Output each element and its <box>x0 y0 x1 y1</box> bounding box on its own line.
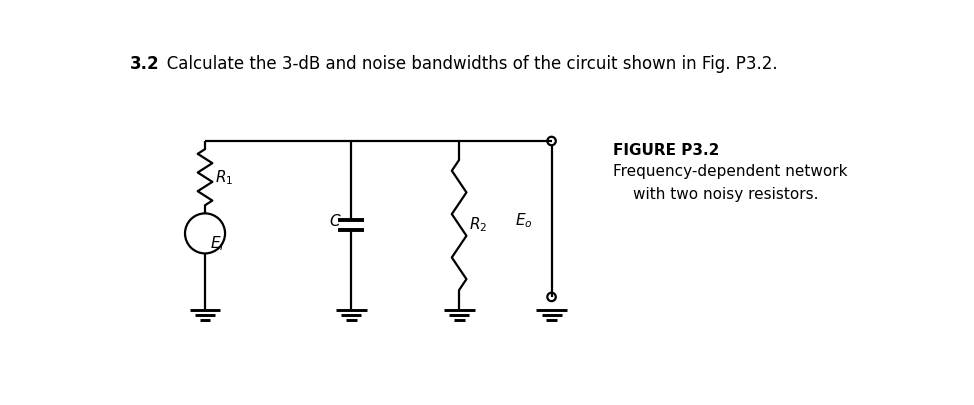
Text: with two noisy resistors.: with two noisy resistors. <box>633 187 819 202</box>
Text: Frequency-dependent network: Frequency-dependent network <box>614 164 847 179</box>
Text: 3.2: 3.2 <box>131 55 160 73</box>
Text: Calculate the 3-dB and noise bandwidths of the circuit shown in Fig. P3.2.: Calculate the 3-dB and noise bandwidths … <box>151 55 778 73</box>
Text: $E_o$: $E_o$ <box>514 212 532 230</box>
Text: $E_i$: $E_i$ <box>209 234 224 253</box>
Text: $R_1$: $R_1$ <box>215 168 234 187</box>
Text: $R_2$: $R_2$ <box>469 215 487 234</box>
Text: $C$: $C$ <box>329 213 341 229</box>
Text: FIGURE P3.2: FIGURE P3.2 <box>614 143 720 158</box>
